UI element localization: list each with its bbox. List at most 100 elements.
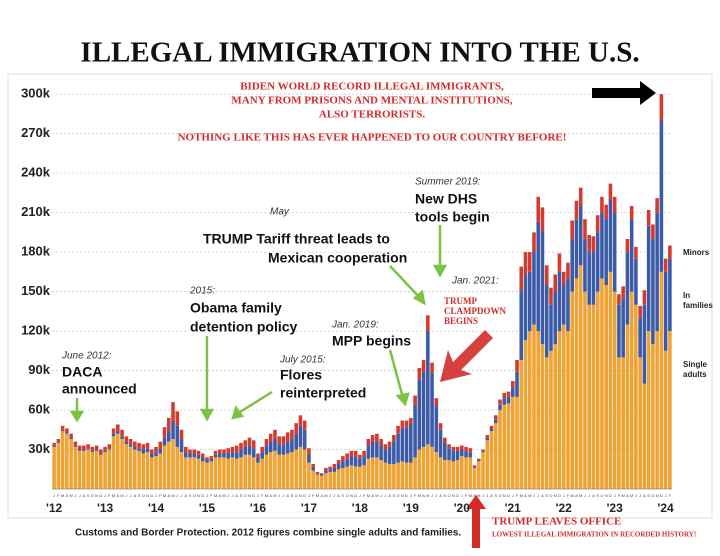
bar-segment [311, 470, 315, 489]
bar-segment [362, 465, 366, 489]
bar-segment [77, 449, 82, 451]
bar-segment [264, 454, 269, 489]
x-tick-label: J [614, 493, 616, 498]
bar-segment [532, 232, 536, 253]
x-tick-label: J [329, 493, 331, 498]
bar-segment [498, 404, 502, 411]
annotation: TRUMP [444, 296, 477, 306]
bar-segment [570, 220, 574, 239]
bar-segment [625, 252, 630, 325]
bar-segment [107, 444, 112, 449]
bar-segment [358, 466, 362, 489]
annotation: NOTHING LIKE THIS HAS EVER HAPPENED TO O… [178, 132, 567, 144]
x-tick-label: M [112, 493, 115, 498]
bar-segment [655, 212, 659, 332]
x-tick-label: A [133, 493, 136, 498]
bar-segment [392, 435, 396, 442]
x-tick-label: A [643, 493, 646, 498]
annotation: BEGINS [444, 316, 478, 326]
bar-segment [489, 425, 494, 429]
bar-segment [476, 461, 481, 489]
bar-segment [570, 291, 574, 489]
bar-segment [188, 453, 192, 458]
bar-segment [116, 431, 120, 434]
bar-segment [455, 446, 460, 451]
bar-segment [277, 436, 281, 445]
bar-segment [150, 449, 154, 454]
x-tick-label: S [240, 493, 243, 498]
x-tick-label: N [299, 493, 302, 498]
bar-segment [358, 458, 362, 467]
bar-segment [324, 467, 328, 471]
bar-segment [319, 474, 324, 476]
bar-segment [103, 450, 107, 453]
bar-segment [260, 446, 264, 453]
bar-segment [451, 461, 456, 489]
bar-segment [56, 442, 61, 489]
bar-segment [392, 441, 396, 464]
y-tick-label: 30k [28, 441, 50, 456]
bar-segment [324, 470, 328, 474]
bar-segment [434, 406, 439, 453]
bar-segment [502, 404, 507, 489]
bar-segment [506, 396, 511, 404]
bar-segment [86, 449, 90, 489]
x-tick-label: M [171, 493, 174, 498]
y-tick-label: 150k [21, 283, 51, 298]
bar-segment [370, 435, 375, 442]
bar-segment [302, 449, 307, 489]
bar-segment [341, 467, 345, 489]
x-tick-label: F [210, 493, 213, 498]
bar-segment [375, 457, 379, 489]
bar-segment [413, 404, 417, 458]
bar-segment [472, 465, 477, 467]
bar-segment [387, 446, 392, 464]
bar-segment [498, 410, 502, 489]
bar-segment [443, 460, 447, 489]
x-tick-label: F [312, 493, 315, 498]
bar-segment [506, 403, 511, 489]
bar-segment [307, 462, 311, 489]
bar-segment [133, 446, 137, 450]
bar-segment [60, 429, 65, 432]
x-tick-label: M [571, 493, 574, 498]
bar-segment [574, 278, 579, 489]
chart-title: ILLEGAL IMMIGRATION INTO THE U.S. [80, 37, 639, 69]
bar-segment [256, 453, 260, 458]
bar-segment [217, 449, 222, 454]
bar-segment [455, 450, 460, 461]
bar-segment [646, 209, 651, 226]
x-tick-label: J [206, 493, 208, 498]
bar-segment [642, 290, 647, 305]
bar-segment [549, 304, 553, 351]
bar-segment [166, 441, 171, 489]
frame [7, 73, 713, 519]
bar-segment [124, 441, 129, 445]
bar-segment [175, 425, 180, 447]
bar-segment [77, 450, 82, 489]
bar-segment [668, 245, 672, 259]
bar-segment [574, 219, 579, 279]
source-note: Customs and Border Protection. 2012 figu… [75, 528, 461, 539]
bar-segment [404, 462, 409, 489]
bar-segment [536, 331, 541, 489]
bar-segment [345, 458, 349, 467]
bar-segment [243, 454, 248, 489]
bar-segment [544, 285, 549, 358]
bar-segment [570, 238, 574, 292]
x-tick-label: A [83, 493, 86, 498]
bar-segment [634, 246, 638, 259]
x-tick-label: A [286, 493, 289, 498]
bar-segment [166, 417, 171, 432]
bar-segment [663, 271, 668, 351]
bar-segment [345, 466, 349, 489]
x-year-label: '14 [148, 501, 165, 515]
bar-segment [523, 274, 528, 341]
x-tick-label: A [337, 493, 340, 498]
bar-segment [90, 446, 95, 451]
bar-segment [116, 424, 120, 432]
x-tick-label: F [414, 493, 417, 498]
x-tick-label: N [656, 493, 659, 498]
bar-segment [651, 344, 655, 489]
bar-segment [319, 473, 324, 475]
